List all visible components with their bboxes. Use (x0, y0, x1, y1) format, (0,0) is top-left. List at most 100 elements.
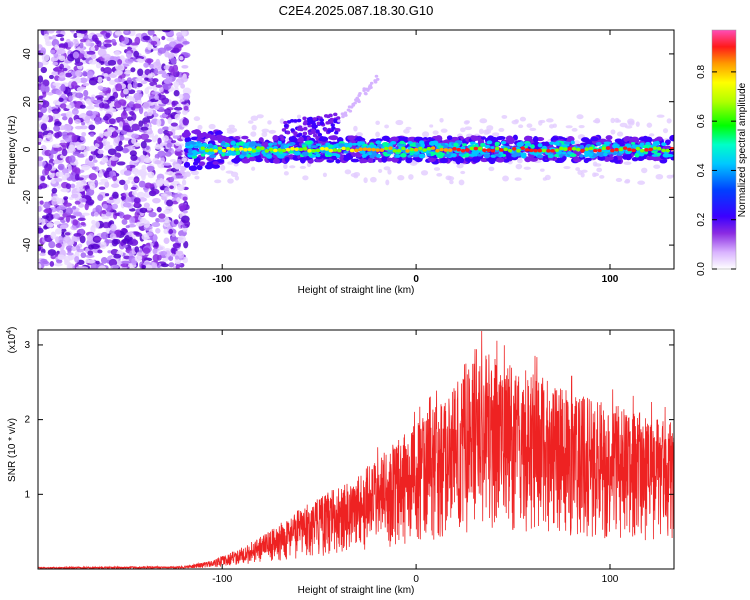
heatmap-cell (86, 234, 93, 242)
heatmap-cell (59, 63, 64, 70)
spectrogram-x-axis-label: Height of straight line (km) (298, 285, 415, 296)
snr-y-tick-label: 2 (24, 415, 30, 426)
heatmap-cell (369, 81, 374, 85)
heatmap-cell (603, 152, 608, 157)
heatmap-cell (296, 127, 302, 131)
heatmap-cell (88, 59, 98, 65)
heatmap-cell (183, 240, 189, 249)
heatmap-cell (144, 264, 153, 269)
heatmap-cell (104, 113, 112, 119)
heatmap-cell (78, 197, 87, 203)
heatmap-cell (109, 170, 114, 178)
heatmap-cell (63, 202, 72, 207)
heatmap-cell (85, 105, 95, 110)
heatmap-cell (92, 159, 98, 163)
heatmap-cell (95, 260, 100, 265)
heatmap-cell (79, 77, 88, 84)
heatmap-cell (193, 116, 201, 122)
heatmap-cell (413, 147, 419, 152)
heatmap-cell (157, 137, 162, 145)
heatmap-cell (330, 123, 335, 127)
heatmap-cell (147, 30, 155, 36)
heatmap-cell (520, 152, 527, 157)
heatmap-cell (655, 136, 663, 142)
heatmap-cell (49, 150, 58, 155)
heatmap-cell (82, 82, 90, 86)
heatmap-cell (104, 193, 110, 197)
heatmap-cell (622, 146, 628, 150)
heatmap-cell (52, 159, 61, 165)
heatmap-cell (114, 78, 122, 83)
heatmap-cell (165, 205, 172, 210)
heatmap-cell (256, 146, 261, 150)
heatmap-cell (114, 31, 123, 36)
heatmap-cell (341, 115, 345, 119)
heatmap-cell (280, 153, 287, 157)
heatmap-cell (498, 127, 505, 132)
heatmap-cell (96, 40, 102, 48)
snr-y-exponent-base: (x10 (7, 333, 18, 353)
heatmap-cell (190, 141, 197, 145)
heatmap-cell (154, 144, 163, 150)
heatmap-cell (204, 164, 213, 170)
heatmap-cell (58, 97, 64, 103)
heatmap-cell (645, 156, 654, 161)
heatmap-cell (108, 258, 118, 267)
heatmap-cell (100, 231, 109, 240)
heatmap-cell (157, 128, 164, 135)
heatmap-cell (71, 81, 78, 89)
heatmap-cell (98, 169, 103, 178)
heatmap-cell (152, 47, 160, 51)
heatmap-cell (164, 151, 172, 157)
heatmap-cell (168, 262, 175, 268)
heatmap-cell (447, 176, 455, 181)
heatmap-cell (612, 151, 617, 156)
heatmap-cell (44, 85, 50, 93)
heatmap-cell (38, 95, 44, 99)
heatmap-cell (144, 112, 152, 117)
heatmap-cell (138, 120, 144, 128)
heatmap-cell (204, 148, 210, 153)
heatmap-cell (161, 73, 169, 79)
snr-y-exponent-close: ) (7, 327, 18, 330)
heatmap-cell (205, 133, 212, 139)
heatmap-cell (156, 254, 162, 261)
heatmap-cell (74, 200, 81, 205)
heatmap-cell (357, 93, 361, 97)
heatmap-cell (173, 90, 180, 97)
heatmap-cell (368, 84, 373, 88)
heatmap-cell (569, 153, 577, 157)
heatmap-cell (40, 175, 46, 182)
heatmap-cell (536, 154, 544, 159)
heatmap-cell (615, 177, 623, 182)
heatmap-cell (114, 69, 123, 76)
heatmap-cell (176, 197, 181, 203)
colorbar-tick-label: 0.2 (696, 212, 707, 226)
heatmap-cell (208, 144, 214, 149)
heatmap-cell (77, 53, 85, 59)
heatmap-cell (183, 105, 189, 111)
heatmap-cell (514, 177, 522, 181)
heatmap-cell (63, 196, 69, 200)
heatmap-cell (66, 239, 75, 246)
heatmap-cell (161, 195, 167, 201)
heatmap-cell (661, 142, 666, 147)
heatmap-cell (332, 148, 338, 152)
heatmap-cell (74, 255, 80, 263)
heatmap-cell (161, 30, 171, 33)
heatmap-cell (103, 131, 113, 137)
heatmap-cell (39, 200, 44, 205)
heatmap-cell (530, 144, 535, 149)
heatmap-cell (386, 151, 394, 155)
heatmap-cell (340, 112, 345, 116)
heatmap-cell (261, 131, 268, 138)
heatmap-cell (110, 183, 120, 188)
heatmap-cell (579, 154, 584, 158)
heatmap-cell (567, 147, 572, 151)
heatmap-cell (60, 37, 65, 42)
heatmap-cell (644, 148, 649, 152)
heatmap-cell (221, 148, 227, 153)
heatmap-cell (125, 225, 130, 229)
heatmap-cell (51, 71, 60, 76)
heatmap-cell (121, 218, 128, 225)
